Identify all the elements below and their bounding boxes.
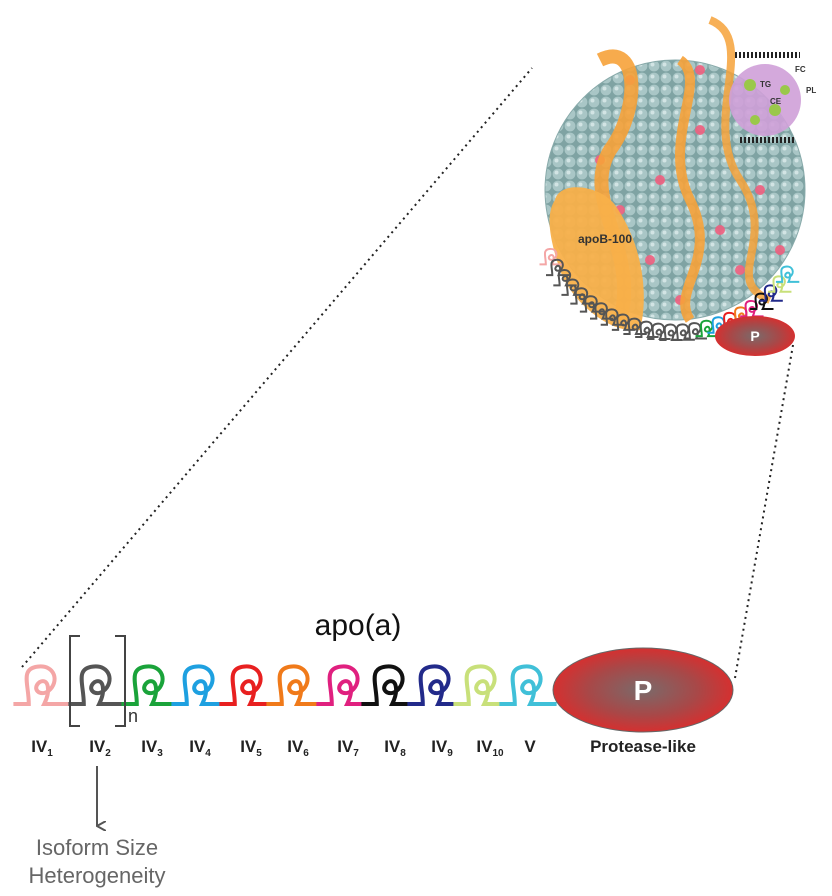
lipid-label: FC bbox=[795, 65, 806, 74]
kringle-label-main: IV bbox=[240, 737, 257, 756]
kringle bbox=[219, 666, 276, 704]
small-protease-label: P bbox=[750, 328, 759, 344]
kringle-label: IV6 bbox=[287, 737, 309, 759]
kringle-label-main: IV bbox=[431, 737, 448, 756]
kringle bbox=[453, 666, 510, 704]
kringle bbox=[171, 666, 228, 704]
kringle-label-sub: 2 bbox=[105, 748, 111, 759]
kringle-label-sub: 6 bbox=[303, 748, 309, 759]
kringle-label: IV1 bbox=[31, 737, 53, 759]
protease-label: Protease-like bbox=[590, 737, 696, 756]
repeat-label: n bbox=[128, 706, 138, 726]
kringle-label: IV7 bbox=[337, 737, 359, 759]
kringle-label-main: IV bbox=[31, 737, 48, 756]
kringle-label: IV9 bbox=[431, 737, 453, 759]
kringle-label: IV4 bbox=[189, 737, 211, 759]
kringle-label-main: IV bbox=[89, 737, 106, 756]
kringle bbox=[316, 666, 373, 704]
kringle-label-main: IV bbox=[476, 737, 493, 756]
kringle-label: IV8 bbox=[384, 737, 406, 759]
kringle bbox=[407, 666, 464, 704]
kringle-label-sub: 3 bbox=[157, 748, 163, 759]
small-kringle bbox=[776, 267, 799, 282]
apob-label: apoB-100 bbox=[578, 232, 632, 246]
kringle bbox=[266, 666, 323, 704]
kringle-label-sub: 10 bbox=[492, 748, 504, 759]
kringle bbox=[499, 666, 556, 704]
kringle-label-sub: 7 bbox=[353, 748, 359, 759]
annotation: Heterogeneity bbox=[29, 863, 166, 888]
lp-particle: FC TG PL CE apoB-100 bbox=[545, 20, 816, 330]
zoom-line bbox=[735, 345, 793, 678]
zoom-line bbox=[22, 68, 532, 667]
kringle bbox=[68, 666, 125, 704]
protease-symbol: P bbox=[634, 675, 653, 706]
kringle-label-main: IV bbox=[287, 737, 304, 756]
kringle-label-sub: 8 bbox=[400, 748, 406, 759]
kringle-label-main: IV bbox=[189, 737, 206, 756]
diagram: FC TG PL CE apoB-100 P apo(a) IV1IV2IV3I… bbox=[0, 0, 832, 896]
kringle bbox=[121, 666, 178, 704]
title: apo(a) bbox=[315, 609, 402, 642]
kringle-label: IV10 bbox=[476, 737, 504, 759]
kringle-label: IV2 bbox=[89, 737, 111, 759]
kringle-label-main: IV bbox=[384, 737, 401, 756]
kringle-label-sub: 9 bbox=[447, 748, 453, 759]
lipid-label: PL bbox=[806, 86, 816, 95]
kringle-label-sub: 1 bbox=[47, 748, 53, 759]
kringle-label-sub: 5 bbox=[256, 748, 262, 759]
kringle-label-main: IV bbox=[337, 737, 354, 756]
lipid-label: CE bbox=[770, 97, 782, 106]
kringle bbox=[361, 666, 418, 704]
lipid-label: TG bbox=[760, 80, 771, 89]
small-kringle bbox=[768, 276, 791, 291]
annotation: Isoform Size bbox=[36, 835, 158, 860]
kringle-label: IV3 bbox=[141, 737, 163, 759]
kringle bbox=[13, 666, 70, 704]
kringle-label-main: IV bbox=[141, 737, 158, 756]
kringle-label-main: V bbox=[524, 737, 536, 756]
kringle-label: IV5 bbox=[240, 737, 262, 759]
kringle-label-sub: 4 bbox=[205, 748, 211, 759]
kringle-label: V bbox=[524, 737, 536, 756]
